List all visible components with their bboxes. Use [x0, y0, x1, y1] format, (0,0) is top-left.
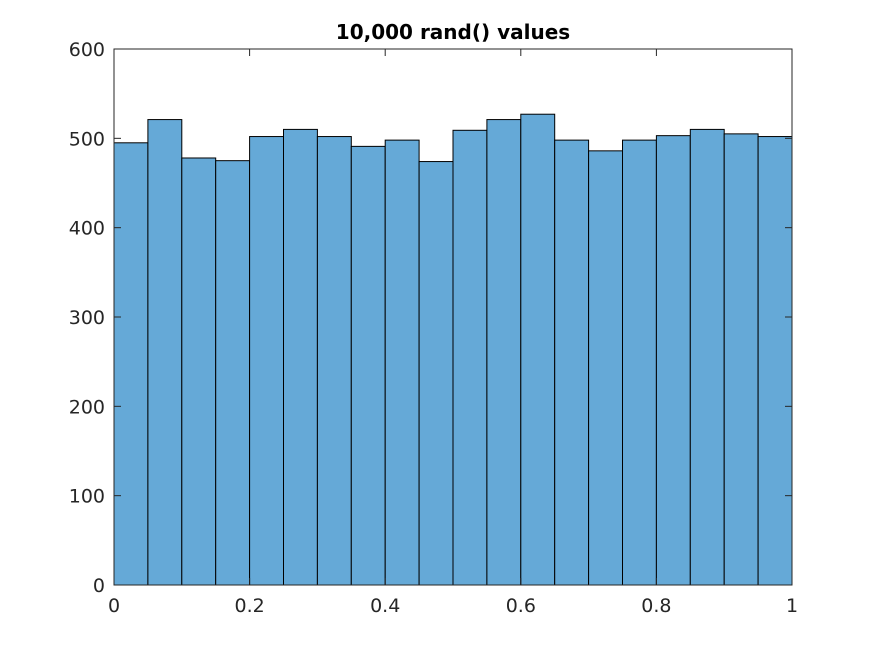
- histogram-bar: [757, 136, 793, 586]
- y-tick-label: 500: [69, 128, 105, 150]
- histogram-bar: [655, 135, 691, 586]
- y-tick-label: 300: [69, 307, 105, 329]
- histogram-bar: [520, 113, 556, 586]
- histogram-bar: [215, 160, 251, 586]
- y-tick-label: 200: [69, 396, 105, 418]
- histogram-bar: [350, 145, 386, 586]
- x-tick-label: 0.6: [506, 595, 536, 617]
- histogram-bar: [147, 119, 183, 586]
- histogram-bar: [588, 150, 623, 586]
- y-tick-label: 400: [69, 218, 105, 240]
- chart-title: 10,000 rand() values: [336, 20, 570, 44]
- histogram-bar: [554, 139, 590, 586]
- bars-group: [113, 113, 793, 586]
- histogram-bar: [418, 161, 454, 586]
- y-tick-label: 100: [69, 486, 105, 508]
- histogram-bar: [283, 128, 318, 586]
- histogram-bar: [452, 129, 488, 586]
- x-tick-label: 1: [786, 595, 798, 617]
- histogram-bar: [689, 128, 725, 586]
- y-tick-label: 0: [93, 575, 105, 597]
- histogram-bar: [723, 133, 759, 586]
- x-tick-label: 0.2: [234, 595, 264, 617]
- histogram-bar: [249, 136, 285, 586]
- histogram-bar: [486, 119, 522, 586]
- x-tick-label: 0.8: [641, 595, 671, 617]
- histogram-bar: [622, 139, 657, 586]
- histogram-bar: [384, 139, 420, 586]
- y-tick-label: 600: [69, 39, 105, 61]
- histogram-bar: [181, 157, 217, 586]
- histogram-bar: [113, 142, 149, 586]
- x-tick-label: 0.4: [370, 595, 400, 617]
- axes-box: [113, 48, 793, 586]
- x-tick-label: 0: [108, 595, 120, 617]
- histogram-bar: [316, 136, 352, 586]
